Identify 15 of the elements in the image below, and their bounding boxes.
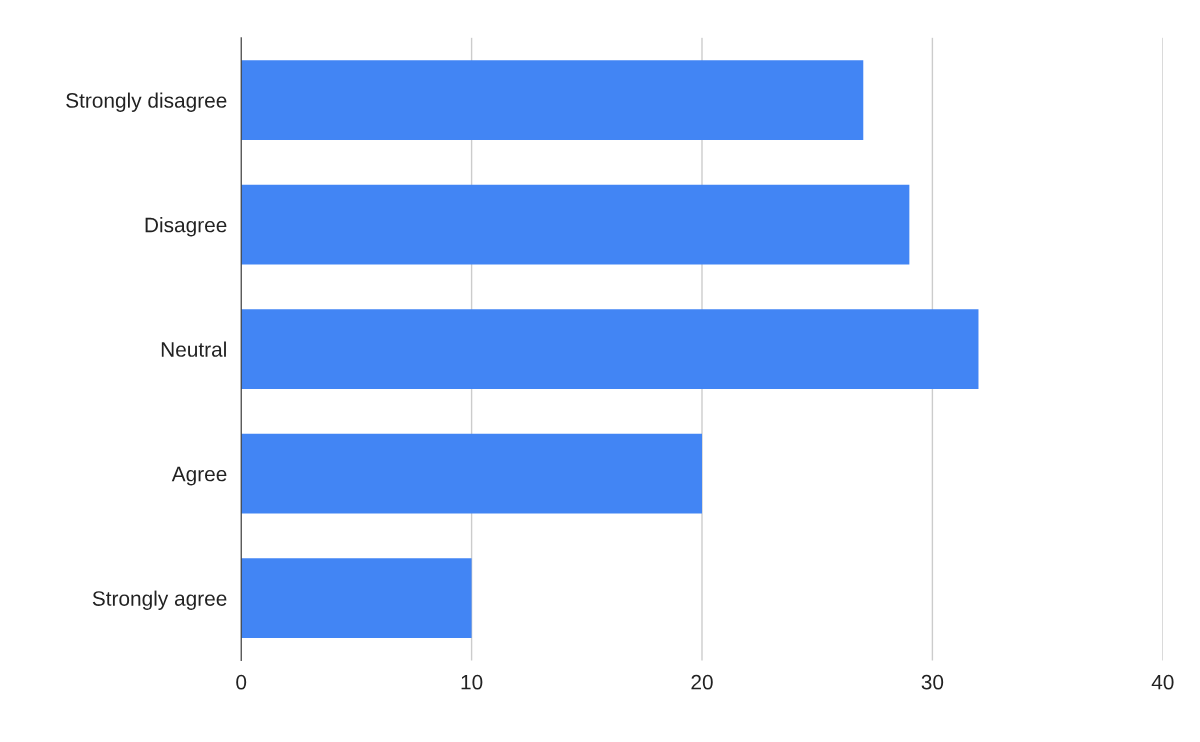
y-tick-label: Neutral bbox=[161, 341, 226, 357]
x-tick-label: 10 bbox=[461, 674, 483, 690]
y-tick-label: Strongly agree bbox=[92, 590, 227, 610]
x-tick-label: 30 bbox=[921, 674, 944, 690]
bar bbox=[241, 60, 864, 140]
bar bbox=[241, 558, 472, 638]
x-tick-label: 20 bbox=[691, 674, 713, 690]
y-tick-label: Strongly disagree bbox=[66, 92, 227, 112]
y-tick-label: Agree bbox=[171, 466, 227, 486]
bar bbox=[241, 184, 910, 265]
bar bbox=[241, 309, 979, 389]
bar bbox=[241, 433, 702, 514]
x-tick-label: 40 bbox=[1151, 674, 1174, 690]
y-tick-label: Disagree bbox=[145, 217, 227, 237]
x-tick-label: 0 bbox=[236, 674, 247, 690]
